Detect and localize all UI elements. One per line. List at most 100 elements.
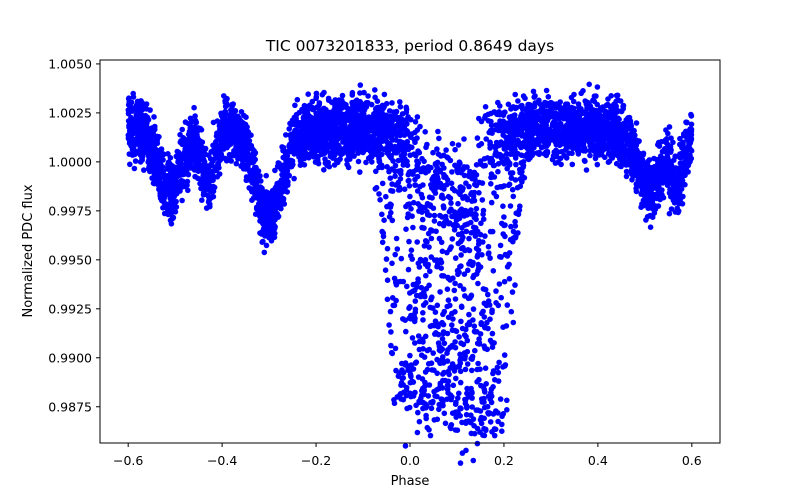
data-point [414,158,420,164]
data-point [441,186,447,192]
data-point [473,182,480,189]
data-point [414,239,421,245]
data-point [666,210,673,217]
data-point [296,109,303,116]
data-point [473,162,480,168]
data-point [494,364,501,371]
data-point [487,139,493,146]
data-point [261,249,268,256]
data-point [439,248,446,255]
data-point [574,148,581,154]
data-point [452,401,459,408]
data-point [449,361,456,367]
data-point [471,323,478,330]
data-point [462,366,469,373]
data-point [647,224,654,230]
data-point [464,348,471,355]
data-point [197,144,204,150]
data-point [453,414,460,420]
data-point [365,93,371,99]
data-point [473,205,480,212]
data-point [511,137,517,143]
data-point [327,109,333,116]
data-point [426,427,432,433]
data-point [383,193,389,200]
data-point [336,126,343,132]
data-point [478,118,485,125]
data-point [271,234,278,241]
data-point [372,186,379,192]
data-point [167,217,174,224]
data-point [571,105,577,112]
data-point [378,124,385,131]
data-point [488,181,494,187]
data-point [651,210,658,216]
data-point [412,360,419,366]
data-point [441,369,447,376]
data-point [451,227,458,233]
data-point [367,128,374,134]
data-point [355,148,362,154]
data-point [139,157,145,163]
data-point [386,214,393,220]
data-point [231,118,238,124]
data-point [665,174,672,181]
data-point [436,135,442,142]
data-point [541,116,547,122]
data-point [668,135,674,141]
data-point [407,193,413,200]
data-point [466,235,472,242]
data-point [552,117,558,123]
data-point [420,346,426,352]
data-point [408,247,415,253]
data-point [427,432,434,439]
data-point [481,156,488,162]
data-point [460,234,466,241]
data-point [524,151,531,157]
data-point [555,159,562,165]
data-point [321,120,328,127]
data-point [339,92,346,99]
data-point [419,216,426,223]
data-point [457,405,463,412]
data-point [275,160,282,166]
data-point [449,169,455,175]
data-point [496,109,502,115]
data-point [462,247,468,254]
data-point [394,246,401,252]
data-point [479,399,486,405]
data-point [178,138,184,144]
data-point [379,180,386,187]
data-point [280,168,287,174]
data-point [195,127,202,134]
data-point [501,352,508,358]
data-point [473,407,480,413]
data-point [381,91,388,98]
data-point [300,115,307,121]
data-point [475,280,481,287]
data-point [466,183,472,190]
data-point [191,104,197,111]
data-point [419,224,425,231]
data-point [180,155,186,161]
data-point [466,311,472,318]
data-point [482,115,488,121]
data-point [400,162,407,168]
data-point [347,156,353,162]
data-point [341,111,347,118]
data-point [460,341,467,348]
data-point [631,171,638,178]
data-point [594,84,601,90]
data-point [501,278,508,285]
data-point [263,172,270,179]
data-point [453,375,459,382]
data-point [518,127,525,134]
data-point [469,404,476,410]
data-point [445,314,452,321]
data-point [412,340,418,346]
data-point [490,268,497,274]
data-point [407,152,414,158]
data-point [400,375,407,381]
data-point [338,105,344,112]
